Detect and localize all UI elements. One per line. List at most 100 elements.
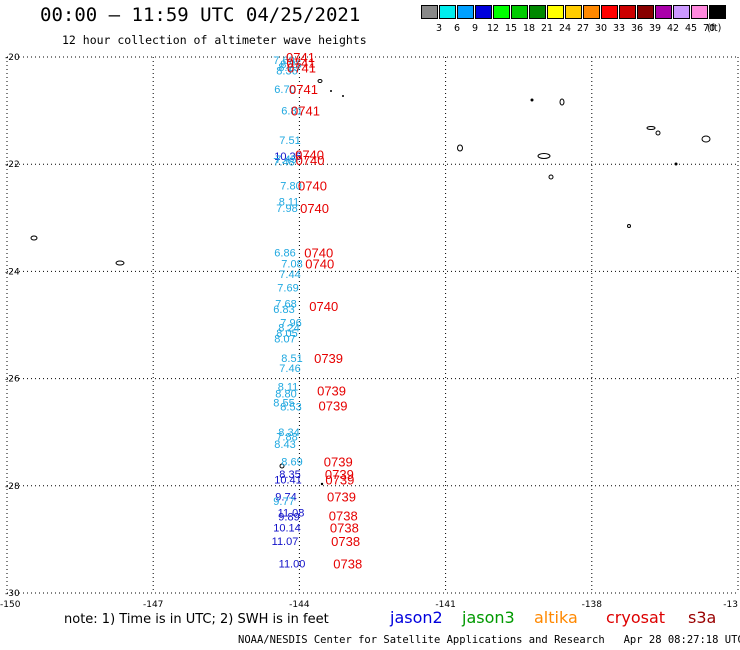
swh-value: 6.81 [281,106,302,118]
legend-swatch [439,5,456,19]
longitude-label: -13 [723,600,738,610]
legend-swatch [529,5,546,19]
island [548,174,554,180]
legend-swatch [601,5,618,19]
island [457,144,463,152]
legend-swatch-label: 42 [667,23,680,34]
pass-time: 0741 [291,104,320,119]
island [530,98,534,102]
swh-value: 7.44 [279,269,300,281]
swh-value: 8.34 [278,427,299,439]
swh-value: 11.00 [279,559,306,571]
graticule [6,56,739,594]
pass-time: 0739 [317,383,346,398]
swh-value: 11.08 [278,508,305,520]
swh-value: 8.69 [281,457,302,469]
swh-value: 8.55 [273,398,294,410]
pass-time: 0741 [287,55,316,70]
pass-time: 0739 [319,398,348,413]
legend-swatch-label: 27 [577,23,590,34]
swh-value: 7.69 [277,282,298,294]
pass-time: 0740 [298,179,327,194]
satellite-s3a: s3a [688,608,717,627]
satellite-altika: altika [534,608,578,627]
swh-value: 7.69 [273,55,294,67]
swh-value: 8.35 [279,469,300,481]
legend-swatch [583,5,600,19]
swh-value: 7.68 [275,299,296,311]
swh-value: 7.88 [276,431,297,443]
footer-note: note: 1) Time is in UTC; 2) SWH is in fe… [64,612,329,627]
island [30,235,38,241]
island [317,79,323,83]
legend-swatch-label: 15 [505,23,518,34]
swh-value: 11.07 [272,536,299,548]
pass-time: 0738 [331,534,360,549]
swh-value: 6.83 [273,304,294,316]
swh-value: 8.11 [279,197,300,209]
swh-value: 7.98 [276,203,297,215]
swh-value: 7.45 [275,154,296,166]
legend-swatch-label: 33 [613,23,626,34]
legend-swatch [493,5,510,19]
pass-time: 0739 [314,351,343,366]
pass-time: 0739 [327,490,356,505]
island [537,153,551,159]
pass-time: 0739 [325,472,354,487]
legend-swatch-label: 12 [487,23,500,34]
swh-value: 8.07 [274,333,295,345]
legend-swatch [421,5,438,19]
legend-swatch [511,5,528,19]
swh-value: 7.46 [279,363,300,375]
island [559,98,565,106]
swh-value: 7.48 [273,157,294,169]
swh-value: 7.51 [279,135,300,147]
pass-time: 0741 [289,82,318,97]
latitude-label: -20 [5,53,20,63]
swh-value: 8.05 [276,328,297,340]
legend-swatch-label: 21 [541,23,554,34]
pass-time: 0738 [329,508,358,523]
legend-swatch [565,5,582,19]
pass-time: 0739 [324,455,353,470]
legend-swatch-label: 70 [703,23,716,34]
swh-value: 8.11 [278,382,299,394]
pass-time: 0740 [304,246,333,261]
map-title: 00:00 – 11:59 UTC 04/25/2021 [40,4,361,26]
longitude-label: -141 [435,600,455,610]
map-subtitle: 12 hour collection of altimeter wave hei… [62,33,367,47]
swh-value: 7.96 [280,317,301,329]
island [627,224,631,228]
swh-value: 8.43 [274,439,295,451]
swh-value: 8.36 [276,65,297,77]
legend-swatch-label: 36 [631,23,644,34]
island [674,162,678,166]
legend-swatch-label: 39 [649,23,662,34]
legend-swatch-label: 3 [436,23,443,34]
latitude-label: -22 [5,160,20,170]
swh-value: 6.86 [274,248,295,260]
island [655,130,661,136]
island-outlines [30,79,711,486]
swh-value: 10.41 [274,474,302,486]
satellite-cryosat: cryosat [606,608,666,627]
longitude-label: -147 [143,600,163,610]
pass-time: 0740 [305,256,334,271]
legend-unit: (ft) [707,23,722,34]
credit-line: NOAA/NESDIS Center for Satellite Applica… [238,634,740,646]
legend-swatch [457,5,474,19]
latitude-label: -26 [5,375,20,385]
swh-value: 8.25 [280,59,301,71]
pass-time: 0740 [309,299,338,314]
latitude-label: -28 [5,482,20,492]
longitude-label: -144 [289,600,310,610]
swh-value: 7.08 [281,258,302,270]
legend-swatch [709,5,726,19]
longitude-label: -138 [582,600,603,610]
swh-value: 8.24 [278,323,299,335]
legend-swatch [547,5,564,19]
island [342,95,344,97]
legend-swatch [655,5,672,19]
legend-swatch [691,5,708,19]
